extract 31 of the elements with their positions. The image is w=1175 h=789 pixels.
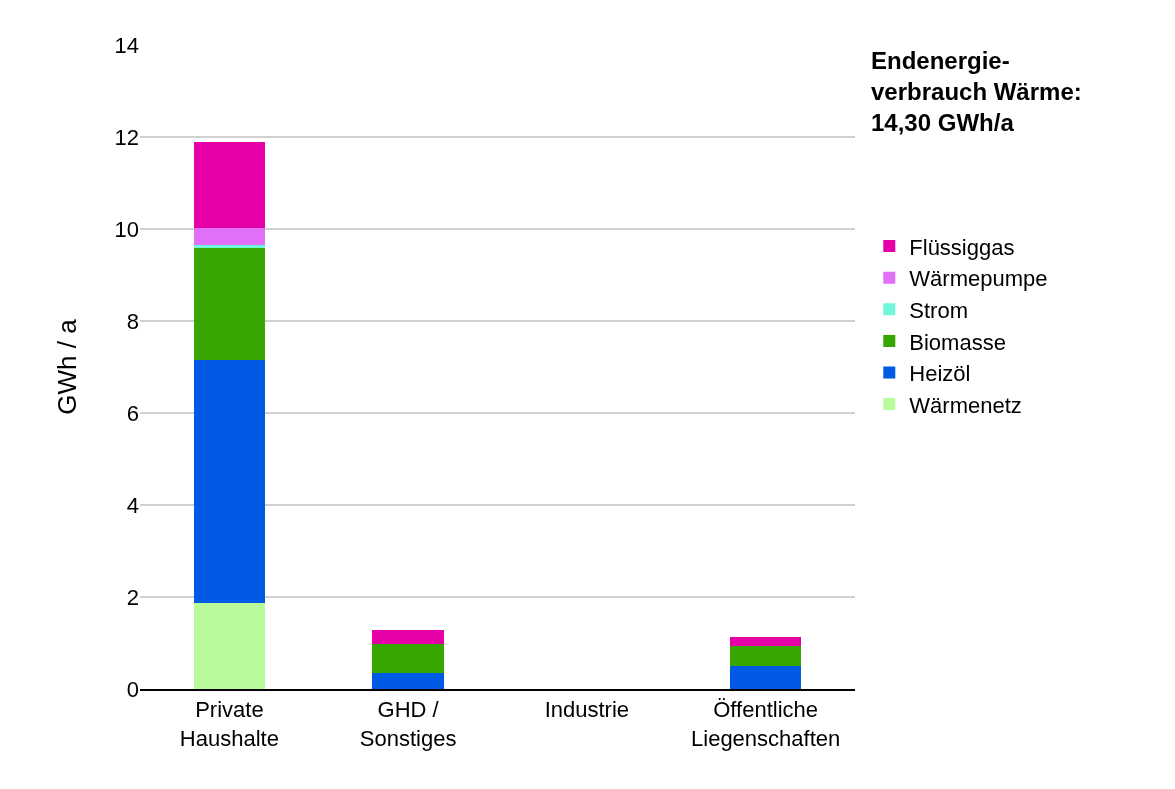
bar [729,666,802,689]
y-tick-label: 0 [126,676,139,702]
x-tick-label: GHD / Sonstiges [359,697,457,751]
text: Endenergie- verbrauch Wärme: 14,30 GWh/a [871,47,1082,137]
legend-label: Wärmenetz [909,392,1022,418]
bar [372,672,444,689]
legend-label: Flüssiggas [909,234,1015,260]
bar [193,248,266,361]
y-tick-label: 8 [126,308,139,334]
y-tick-label: 2 [126,584,139,610]
y-axis-title: GWh / a [51,318,82,415]
legend-label: Biomasse [909,329,1006,355]
y-tick-label: 4 [126,492,139,518]
y-tick-label: 14 [114,32,139,58]
legend-label: Heizöl [909,361,971,387]
bar [193,228,266,245]
legend-label: Wärmepumpe [909,266,1048,292]
x-tick-label: Private Haushalte [179,697,279,751]
bar [372,643,444,673]
x-tick-label: Öffentliche Liegenschaften [691,697,841,751]
x-tick-label: Industrie [544,697,630,723]
y-tick-label: 10 [114,216,139,242]
bar [193,360,266,603]
legend-label: Strom [909,297,968,323]
y-tick-label: 6 [126,400,139,426]
y-tick-label: 12 [114,124,139,150]
bar [729,637,802,646]
bar [729,645,802,666]
bar [193,142,266,229]
bar [193,602,266,689]
bar [372,630,444,644]
